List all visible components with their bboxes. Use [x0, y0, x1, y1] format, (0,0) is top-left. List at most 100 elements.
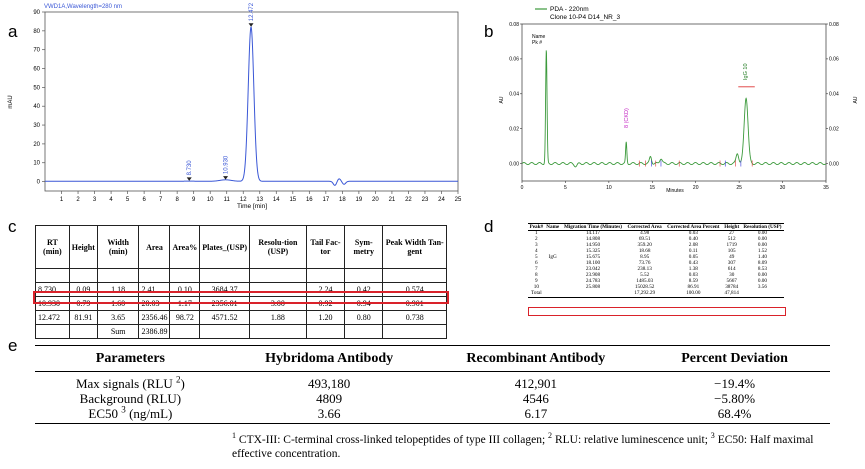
table-cell: 512	[727, 236, 736, 243]
header-resolution: Resolution (USP)	[740, 223, 784, 231]
table-cell: 49	[729, 254, 735, 261]
table-cell: 2.08	[688, 242, 698, 249]
table-row: 3 14.950 359.20 2.08 1719 0.00	[528, 242, 784, 249]
deviation-value: 68.4%	[639, 406, 830, 424]
x-tick-label: 3	[93, 197, 97, 203]
x-tick-label: 22	[405, 197, 412, 203]
table-cell: 81.91	[68, 310, 98, 325]
table-cell: 3.56	[757, 284, 767, 291]
y-tick-label: 90	[33, 10, 40, 16]
x-tick-label: 10	[207, 197, 214, 203]
table-cell: 15028.52	[634, 284, 655, 291]
table-cell: 25.808	[585, 284, 601, 291]
hplc-results-table: RT (min) Height Width (min) Area Area% P…	[35, 225, 447, 339]
chart-a-ylabel: mAU	[8, 95, 14, 108]
table-cell	[544, 291, 561, 298]
header-corrected-area: Corrected Area	[625, 223, 665, 231]
table-cell	[138, 268, 171, 283]
table-cell: 1.38	[688, 266, 698, 273]
y-tick-label-right: 0.02	[829, 126, 839, 132]
hybridoma-value: 4809	[316, 391, 343, 406]
table-cell	[199, 268, 251, 283]
table-cell: 2.41	[138, 282, 171, 297]
table-cell	[249, 268, 307, 283]
table-cell: 5.52	[640, 272, 650, 279]
table-cell: 4571.52	[199, 310, 251, 325]
table-cell	[199, 324, 251, 339]
table-row: EC50 3 (ng/mL) 3.66 6.17 68.4%	[35, 405, 830, 424]
table-cell	[344, 268, 384, 283]
table-cell	[169, 268, 201, 283]
table-cell	[382, 324, 447, 339]
table-cell: 100.00	[664, 290, 723, 298]
table-cell	[344, 324, 384, 339]
y-tick-label-right: 0.04	[829, 92, 839, 98]
table-cell: 0.05	[688, 254, 698, 261]
table-cell: 18.100	[585, 260, 601, 267]
table-cell: 0.80	[344, 310, 384, 325]
table-row: Max signals (RLU 2) 493,180 412,901 −19.…	[35, 372, 830, 391]
x-tick-label: 11	[224, 197, 231, 203]
x-tick-label: 5	[564, 185, 567, 191]
table-row: 8 23.908 5.52 0.03 30 0.00	[528, 272, 784, 279]
recombinant-value: 412,901	[514, 376, 557, 391]
header-hybridoma: Hybridoma Antibody	[225, 345, 433, 372]
recombinant-value: 4546	[522, 391, 549, 406]
table-cell: 12.472	[35, 310, 70, 325]
deviation-value: −5.80%	[714, 391, 756, 406]
x-tick-label: 8	[175, 197, 179, 203]
panel-label-e: e	[8, 336, 18, 355]
table-cell: 47,814	[722, 290, 741, 298]
table-c-header-row: RT (min) Height Width (min) Area Area% P…	[35, 225, 447, 269]
x-tick-label: 25	[455, 197, 462, 203]
table-cell: 14.808	[585, 236, 601, 243]
param-cell: Background (RLU)	[79, 391, 182, 406]
table-cell	[96, 268, 140, 283]
table-cell	[35, 324, 70, 339]
table-cell: 1.20	[305, 310, 346, 325]
chart-b-ylabel-right: AU	[853, 96, 859, 103]
header-width: Width (min)	[96, 225, 140, 269]
table-cell: 23.908	[585, 272, 601, 279]
header-plates: Plates_(USP)	[199, 225, 251, 269]
header-peak-num: Peak#	[528, 223, 545, 231]
table-cell: 0.43	[688, 260, 698, 267]
table-cell: Sum	[96, 324, 140, 339]
table-cell	[68, 324, 98, 339]
table-cell	[382, 268, 447, 283]
table-cell: 0.00	[757, 242, 767, 249]
table-row: 1 14.117 4.98 0.03 27 0.00	[528, 230, 784, 238]
table-cell	[740, 291, 784, 298]
chart-b-pk-label: Pk #	[532, 40, 542, 46]
table-cell: 2356.46	[138, 310, 171, 325]
x-tick-label: 15	[650, 185, 656, 191]
table-cell	[249, 324, 307, 339]
x-tick-label: 2	[76, 197, 80, 203]
chart-b-legend-1: PDA - 220nm	[550, 6, 589, 13]
table-cell: 4	[535, 248, 538, 255]
x-tick-label: 10	[606, 185, 612, 191]
y-tick-label-right: 0.06	[829, 57, 839, 63]
plot-frame	[521, 23, 827, 182]
y-tick-label: 60	[33, 67, 40, 73]
x-tick-label: 19	[356, 197, 363, 203]
header-rt: RT (min)	[35, 225, 70, 269]
table-row: 5 IgG 15.675 8.95 0.05 49 1.40	[528, 254, 784, 261]
table-cell: 27	[729, 230, 735, 237]
table-cell: 14.117	[585, 230, 601, 237]
table-row	[35, 268, 447, 283]
x-tick-label: 25	[736, 185, 742, 191]
x-tick-label: 16	[306, 197, 313, 203]
deviation-value: −19.4%	[714, 376, 756, 391]
x-tick-label: 9	[192, 197, 196, 203]
electropherogram-trace	[521, 50, 827, 168]
table-cell: 1485.03	[636, 278, 654, 285]
table-cell: 5	[535, 254, 538, 261]
table-cell: 0.03	[688, 230, 698, 237]
table-cell: 1719	[726, 242, 737, 249]
table-cell: 614	[727, 266, 736, 273]
y-tick-label-left: 0.04	[509, 92, 519, 98]
table-cell: 307	[727, 260, 736, 267]
panel-label-a: a	[8, 22, 18, 41]
table-cell	[35, 268, 70, 283]
